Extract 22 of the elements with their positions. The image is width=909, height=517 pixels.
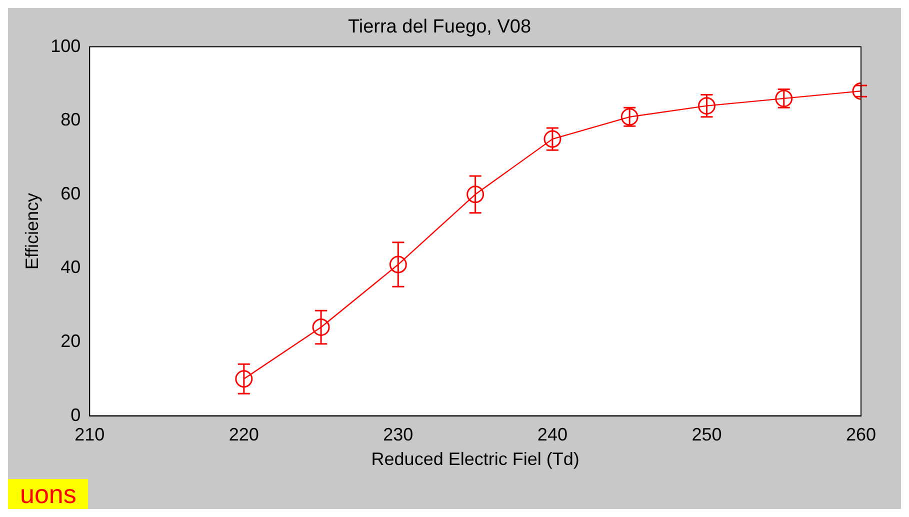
y-tick-label: 80 (60, 110, 81, 130)
x-axis-title: Reduced Electric Fiel (Td) (371, 449, 580, 470)
point (389, 256, 407, 274)
x-tick-label: 240 (537, 424, 568, 445)
point (698, 97, 716, 115)
point (312, 318, 330, 336)
x-tick-label: 260 (846, 424, 876, 445)
point (544, 130, 562, 148)
text: uons (8, 479, 88, 509)
y-axis-title: Efficiency (22, 192, 42, 270)
y-tick-label: 100 (50, 36, 81, 56)
y-tick-label: 40 (60, 257, 81, 278)
x-tick-label: 230 (383, 424, 414, 445)
x-tick-label: 250 (692, 424, 722, 445)
y-tick-label: 20 (60, 330, 81, 351)
point (235, 370, 253, 388)
y-tick-label: 60 (60, 183, 81, 204)
y-tick-label: 0 (70, 404, 81, 425)
x-tick-label: 210 (74, 424, 105, 445)
chart-title: Tierra del Fuego, V08 (348, 16, 532, 38)
point (466, 186, 484, 204)
x-tick-label: 220 (228, 424, 259, 445)
